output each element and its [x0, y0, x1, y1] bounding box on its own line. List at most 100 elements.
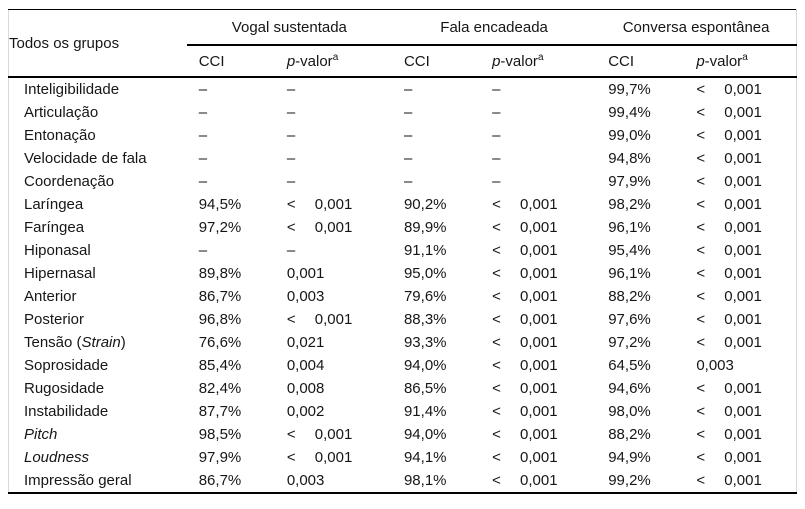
cci-value-fala: 91,4%: [403, 403, 447, 420]
p-value-conversa: < 0,001: [696, 449, 762, 466]
row-label: Velocidade de fala: [9, 147, 187, 170]
table-row: Inteligibilidade – – – – 99,7% < 0,001: [9, 77, 797, 101]
p-value-conversa: < 0,001: [696, 403, 762, 420]
p-value-vogal: 0,004: [286, 357, 325, 374]
cci-value-vogal: –: [198, 173, 208, 190]
row-label-italic-text: Loudness: [24, 449, 90, 466]
p-value-fala: < 0,001: [492, 357, 558, 374]
p-value-fala: < 0,001: [492, 472, 558, 489]
p-value-conversa: < 0,001: [696, 81, 762, 98]
cci-value-fala: 79,6%: [403, 288, 447, 305]
group-header-row: Todos os grupos Vogal sustentada Fala en…: [8, 9, 797, 78]
row-label: Posterior: [9, 308, 187, 331]
row-label: Soprosidade: [9, 354, 187, 377]
reliability-table: Todos os grupos Vogal sustentada Fala en…: [8, 9, 797, 494]
row-label: Faríngea: [9, 216, 187, 239]
cci-value-vogal: 76,6%: [198, 334, 242, 351]
p-value-header: p-valora: [480, 45, 597, 78]
row-label-text: Hipernasal: [24, 265, 96, 282]
table-header: Todos os grupos Vogal sustentada Fala en…: [8, 9, 797, 78]
p-value-header: p-valora: [684, 45, 797, 78]
cci-value-fala: 94,1%: [403, 449, 447, 466]
p-value-conversa: < 0,001: [696, 265, 762, 282]
row-label-text: Velocidade de fala: [24, 150, 147, 167]
cci-value-fala: –: [403, 81, 413, 98]
row-label-text: Coordenação: [24, 173, 115, 190]
cci-value-conversa: 98,0%: [608, 403, 651, 420]
p-symbol: p: [696, 52, 705, 70]
cci-value-fala: 95,0%: [403, 265, 447, 282]
p-value-conversa: < 0,001: [696, 196, 762, 213]
cci-value-fala: –: [403, 173, 413, 190]
cci-value-vogal: 96,8%: [198, 311, 242, 328]
row-label-text: Faríngea: [24, 219, 85, 236]
cci-value-vogal: –: [198, 81, 208, 98]
cci-value-fala: –: [403, 127, 413, 144]
cci-value-fala: 93,3%: [403, 334, 447, 351]
p-value-vogal: < 0,001: [286, 426, 353, 443]
cci-value-conversa: 97,9%: [608, 173, 651, 190]
cci-value-fala: 90,2%: [403, 196, 447, 213]
p-value-fala: < 0,001: [492, 196, 558, 213]
table-body: Inteligibilidade – – – – 99,7% < 0,001 A…: [9, 77, 797, 493]
p-value-vogal: –: [286, 127, 296, 144]
p-value-vogal: –: [286, 150, 296, 167]
table-row: Loudness 97,9% < 0,001 94,1% < 0,001 94,…: [9, 446, 797, 469]
table-row: Impressão geral 86,7% 0,003 98,1% < 0,00…: [9, 469, 797, 493]
row-label: Hipernasal: [9, 262, 187, 285]
p-value-fala: < 0,001: [492, 219, 558, 236]
cci-value-vogal: 85,4%: [198, 357, 242, 374]
row-label-text: Anterior: [24, 288, 77, 305]
p-value-vogal: –: [286, 242, 296, 259]
cci-value-vogal: 89,8%: [198, 265, 242, 282]
cci-value-fala: 86,5%: [403, 380, 447, 397]
p-value-conversa: < 0,001: [696, 472, 762, 489]
row-label-suffix-text: ): [120, 334, 126, 351]
row-label: Rugosidade: [9, 377, 187, 400]
cci-value-fala: 94,0%: [403, 426, 447, 443]
p-value-vogal: 0,008: [286, 380, 325, 397]
p-value-fala: < 0,001: [492, 380, 558, 397]
p-value-conversa: < 0,001: [696, 426, 762, 443]
cci-value-vogal: –: [198, 104, 208, 121]
p-value-fala: < 0,001: [492, 449, 558, 466]
cci-value-conversa: 99,0%: [608, 127, 651, 144]
p-value-fala: < 0,001: [492, 288, 558, 305]
p-value-conversa: < 0,001: [696, 127, 762, 144]
cci-value-conversa: 97,6%: [608, 311, 651, 328]
cci-value-vogal: 82,4%: [198, 380, 242, 397]
table-row: Laríngea 94,5% < 0,001 90,2% < 0,001 98,…: [9, 193, 797, 216]
p-symbol: p: [492, 52, 501, 70]
cci-value-conversa: 94,9%: [608, 449, 651, 466]
cci-value-conversa: 94,8%: [608, 150, 651, 167]
table-row: Velocidade de fala – – – – 94,8% < 0,001: [9, 147, 797, 170]
p-value-conversa: < 0,001: [696, 288, 762, 305]
p-value-vogal: 0,002: [286, 403, 325, 420]
row-label-text: Instabilidade: [24, 403, 109, 420]
p-value-conversa: < 0,001: [696, 150, 762, 167]
table-row: Hipernasal 89,8% 0,001 95,0% < 0,001 96,…: [9, 262, 797, 285]
p-value-vogal: 0,003: [286, 288, 325, 305]
cci-value-vogal: 87,7%: [198, 403, 242, 420]
row-label-text: Posterior: [24, 311, 85, 328]
p-value-vogal: –: [286, 173, 296, 190]
p-label-rest: -valor: [704, 52, 743, 70]
table-row: Posterior 96,8% < 0,001 88,3% < 0,001 97…: [9, 308, 797, 331]
cci-value-fala: –: [403, 150, 413, 167]
cci-value-fala: 89,9%: [403, 219, 447, 236]
cci-value-vogal: 97,2%: [198, 219, 242, 236]
row-label-italic-text: Pitch: [24, 426, 58, 443]
row-label-italic-text: Strain: [81, 334, 121, 351]
row-label-text: Soprosidade: [24, 357, 109, 374]
cci-value-conversa: 99,4%: [608, 104, 651, 121]
row-label-text: Tensão (: [24, 334, 82, 351]
corner-header: Todos os grupos: [8, 9, 187, 78]
table-row: Rugosidade 82,4% 0,008 86,5% < 0,001 94,…: [9, 377, 797, 400]
cci-value-vogal: 86,7%: [198, 472, 242, 489]
row-label-text: Inteligibilidade: [24, 81, 120, 98]
cci-value-conversa: 94,6%: [608, 380, 651, 397]
row-label: Coordenação: [9, 170, 187, 193]
cci-value-fala: –: [403, 104, 413, 121]
table-row: Coordenação – – – – 97,9% < 0,001: [9, 170, 797, 193]
